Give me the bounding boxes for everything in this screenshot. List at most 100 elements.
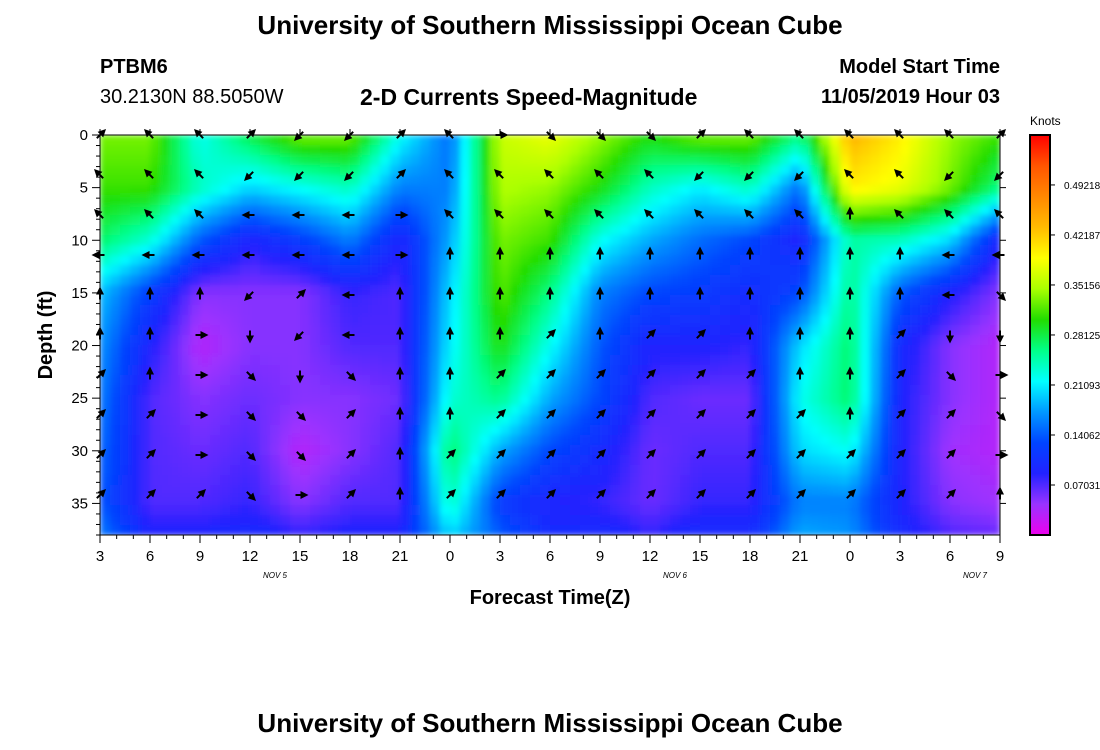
- heatmap-cell: [470, 225, 481, 236]
- heatmap-cell: [640, 375, 651, 386]
- heatmap-cell: [100, 325, 111, 336]
- heatmap-cell: [650, 175, 661, 186]
- heatmap-cell: [380, 205, 391, 216]
- heatmap-cell: [920, 435, 931, 446]
- heatmap-cell: [470, 275, 481, 286]
- heatmap-cell: [670, 325, 681, 336]
- heatmap-cell: [270, 185, 281, 196]
- heatmap-cell: [790, 445, 801, 456]
- heatmap-cell: [130, 185, 141, 196]
- heatmap-cell: [460, 365, 471, 376]
- heatmap-cell: [230, 515, 241, 526]
- heatmap-cell: [790, 225, 801, 236]
- heatmap-cell: [810, 515, 821, 526]
- heatmap-cell: [710, 265, 721, 276]
- heatmap-cell: [880, 205, 891, 216]
- heatmap-cell: [720, 225, 731, 236]
- heatmap-cell: [560, 145, 571, 156]
- heatmap-cell: [170, 525, 181, 535]
- heatmap-cell: [920, 295, 931, 306]
- heatmap-cell: [220, 185, 231, 196]
- heatmap-cell: [350, 465, 361, 476]
- heatmap-cell: [940, 155, 951, 166]
- heatmap-cell: [590, 355, 601, 366]
- heatmap-cell: [990, 405, 1000, 416]
- heatmap-cell: [260, 245, 271, 256]
- heatmap-cell: [160, 525, 171, 535]
- heatmap-cell: [910, 345, 921, 356]
- heatmap-cell: [770, 475, 781, 486]
- heatmap-cell: [230, 405, 241, 416]
- heatmap-cell: [530, 345, 541, 356]
- heatmap-cell: [220, 235, 231, 246]
- heatmap-cell: [340, 405, 351, 416]
- heatmap-cell: [590, 175, 601, 186]
- heatmap-cell: [820, 375, 831, 386]
- heatmap-cell: [400, 285, 411, 296]
- heatmap-cell: [820, 525, 831, 535]
- heatmap-cell: [940, 505, 951, 516]
- heatmap-cell: [360, 255, 371, 266]
- heatmap-cell: [980, 305, 991, 316]
- heatmap-cell: [460, 195, 471, 206]
- heatmap-cell: [950, 225, 961, 236]
- heatmap-cell: [810, 345, 821, 356]
- heatmap-cell: [680, 245, 691, 256]
- heatmap-cell: [780, 205, 791, 216]
- heatmap-cell: [500, 255, 511, 266]
- heatmap-cell: [800, 355, 811, 366]
- heatmap-cell: [940, 405, 951, 416]
- heatmap-cell: [420, 515, 431, 526]
- heatmap-cell: [460, 155, 471, 166]
- heatmap-cell: [540, 455, 551, 466]
- heatmap-cell: [630, 375, 641, 386]
- heatmap-cell: [330, 335, 341, 346]
- heatmap-cell: [140, 455, 151, 466]
- heatmap-cell: [710, 385, 721, 396]
- heatmap-cell: [810, 145, 821, 156]
- heatmap-cell: [900, 165, 911, 176]
- heatmap-cell: [310, 445, 321, 456]
- heatmap-cell: [530, 295, 541, 306]
- heatmap-cell: [980, 205, 991, 216]
- heatmap-cell: [810, 325, 821, 336]
- heatmap-cell: [280, 185, 291, 196]
- heatmap-cell: [200, 405, 211, 416]
- heatmap-cell: [410, 425, 421, 436]
- current-arrow: [946, 408, 957, 419]
- heatmap-cell: [560, 475, 571, 486]
- heatmap-cell: [430, 425, 441, 436]
- heatmap-cell: [850, 165, 861, 176]
- current-arrow: [493, 208, 504, 219]
- heatmap-cell: [580, 245, 591, 256]
- heatmap-cell: [170, 505, 181, 516]
- heatmap-cell: [370, 205, 381, 216]
- heatmap-cell: [680, 405, 691, 416]
- heatmap-cell: [680, 435, 691, 446]
- heatmap-cell: [210, 285, 221, 296]
- heatmap-cell: [910, 375, 921, 386]
- heatmap-cell: [550, 375, 561, 386]
- heatmap-cell: [420, 165, 431, 176]
- heatmap-cell: [640, 255, 651, 266]
- heatmap-cell: [140, 135, 151, 146]
- heatmap-cell: [410, 285, 421, 296]
- heatmap-cell: [380, 485, 391, 496]
- heatmap-cell: [140, 395, 151, 406]
- heatmap-cell: [330, 365, 341, 376]
- heatmap-cell: [930, 495, 941, 506]
- heatmap-cell: [460, 475, 471, 486]
- heatmap-cell: [700, 315, 711, 326]
- heatmap-cell: [110, 455, 121, 466]
- heatmap-cell: [380, 415, 391, 426]
- heatmap-cell: [790, 455, 801, 466]
- heatmap-cell: [930, 475, 941, 486]
- heatmap-cell: [420, 485, 431, 496]
- heatmap-cell: [900, 425, 911, 436]
- heatmap-cell: [330, 295, 341, 306]
- heatmap-cell: [870, 335, 881, 346]
- heatmap-cell: [720, 165, 731, 176]
- heatmap-cell: [980, 325, 991, 336]
- heatmap-cell: [440, 235, 451, 246]
- heatmap-cell: [960, 385, 971, 396]
